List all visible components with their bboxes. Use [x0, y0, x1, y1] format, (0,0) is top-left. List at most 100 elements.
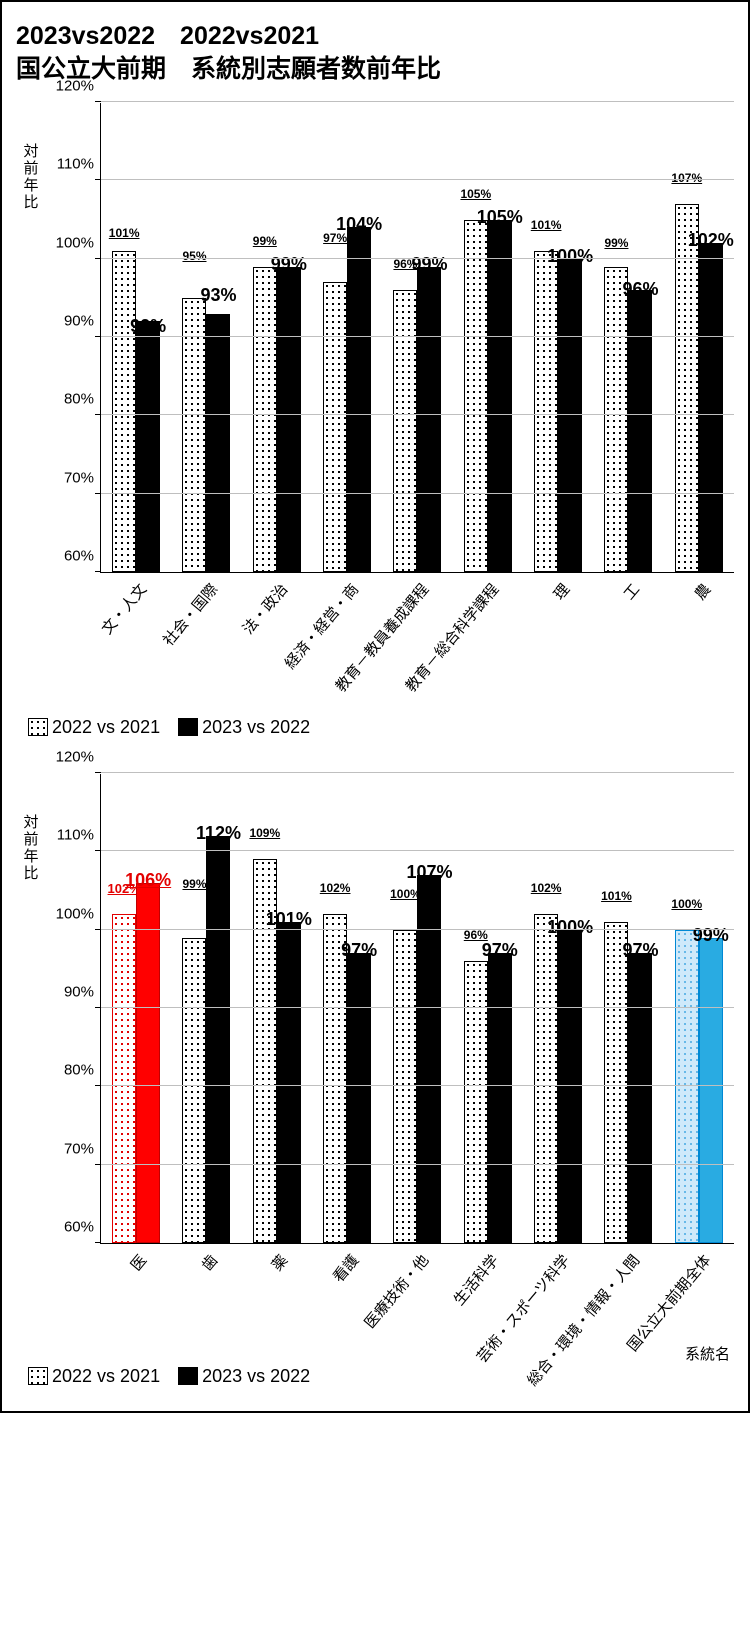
bar-2023v2022: 102% — [699, 243, 723, 572]
ytick-label: 90% — [64, 984, 94, 1001]
bar-value-label: 100% — [547, 917, 593, 938]
ytick-mark — [95, 414, 101, 415]
ytick-label: 120% — [56, 749, 94, 766]
legend-item-2022v2021: 2022 vs 2021 — [28, 1366, 160, 1387]
bar-value-label: 100% — [390, 887, 421, 901]
gridline — [101, 850, 734, 851]
xtick-label: 工 — [593, 573, 663, 713]
legend-label-b: 2023 vs 2022 — [202, 717, 310, 737]
bar-2023v2022: 106% — [136, 883, 160, 1243]
bar-group: 109%101% — [242, 774, 312, 1243]
bar-2023v2022: 99% — [277, 267, 301, 573]
bar-group: 107%102% — [664, 103, 734, 572]
bar-2023v2022: 93% — [206, 314, 230, 573]
ytick-mark — [95, 336, 101, 337]
bar-value-label: 97% — [622, 940, 658, 961]
bar-2022v2021: 97% — [323, 282, 347, 572]
ytick-mark — [95, 1242, 101, 1243]
xtick-label: 医療技術・他 — [382, 1244, 452, 1362]
bar-group: 95%93% — [171, 103, 241, 572]
bar-2023v2022: 92% — [136, 321, 160, 572]
chart-1-ylabel-col: 対前年比 — [16, 103, 44, 573]
page-title: 2023vs2022 2022vs2021 国公立大前期 系統別志願者数前年比 — [16, 20, 734, 85]
bar-value-label: 100% — [671, 897, 702, 911]
title-line-1: 2023vs2022 2022vs2021 — [16, 22, 319, 50]
bar-2023v2022: 105% — [488, 220, 512, 573]
bar-value-label: 100% — [547, 246, 593, 267]
gridline — [101, 1007, 734, 1008]
gridline — [101, 1164, 734, 1165]
chart-2-ylabel: 対前年比 — [20, 814, 41, 882]
ytick-label: 60% — [64, 1219, 94, 1236]
bar-value-label: 104% — [336, 214, 382, 235]
bar-value-label: 99% — [271, 254, 307, 275]
swatch-solid-icon — [178, 718, 198, 736]
ytick-label: 60% — [64, 548, 94, 565]
chart-1-yaxis: 60%70%80%90%100%110%120% — [44, 103, 100, 573]
bar-2023v2022: 99% — [417, 267, 441, 573]
bar-2022v2021: 102% — [112, 914, 136, 1243]
chart-2-ylabel-col: 対前年比 — [16, 774, 44, 1244]
xtick-label: 歯 — [170, 1244, 240, 1362]
xtick-label: 農 — [664, 573, 734, 713]
gridline — [101, 179, 734, 180]
bar-2023v2022: 112% — [206, 836, 230, 1243]
bar-group: 101% 100% — [523, 103, 593, 572]
bar-value-label: 96% — [622, 279, 658, 300]
bar-2023v2022: 96% — [628, 290, 652, 572]
bar-group: 101%92% — [101, 103, 171, 572]
bar-2023v2022: 97% — [347, 953, 371, 1243]
bar-group: 102%97% — [312, 774, 382, 1243]
bar-2023v2022: 107% — [417, 875, 441, 1243]
chart-1-plot-wrap: 対前年比 60%70%80%90%100%110%120% 101%92%95%… — [16, 103, 734, 573]
bar-2022v2021: 96% — [464, 961, 488, 1243]
gridline — [101, 258, 734, 259]
legend-item-2023v2022: 2023 vs 2022 — [178, 717, 310, 738]
gridline — [101, 1085, 734, 1086]
ytick-label: 120% — [56, 78, 94, 95]
legend-label-b: 2023 vs 2022 — [202, 1366, 310, 1386]
gridline — [101, 101, 734, 102]
bar-2022v2021: 102% — [323, 914, 347, 1243]
bar-value-label: 101% — [601, 889, 632, 903]
chart-2-plot-wrap: 対前年比 60%70%80%90%100%110%120% 102%106%99… — [16, 774, 734, 1244]
xtick-label: 教育－総合科学課程 — [452, 573, 522, 713]
ytick-label: 70% — [64, 469, 94, 486]
ytick-label: 70% — [64, 1140, 94, 1157]
bar-group: 105%105% — [453, 103, 523, 572]
gridline — [101, 336, 734, 337]
ytick-mark — [95, 772, 101, 773]
bar-2022v2021: 107% — [675, 204, 699, 572]
ytick-mark — [95, 101, 101, 102]
bar-2022v2021: 99% — [182, 938, 206, 1244]
bar-2023v2022: 97% — [628, 953, 652, 1243]
ytick-mark — [95, 571, 101, 572]
bar-value-label: 97% — [341, 940, 377, 961]
chart-2: 対前年比 60%70%80%90%100%110%120% 102%106%99… — [16, 774, 734, 1387]
bar-group: 96%97% — [453, 774, 523, 1243]
bar-group: 97%104% — [312, 103, 382, 572]
xtick-label: 理 — [523, 573, 593, 713]
bar-value-label: 92% — [130, 316, 166, 337]
legend-item-2022v2021: 2022 vs 2021 — [28, 717, 160, 738]
report-page: 2023vs2022 2022vs2021 国公立大前期 系統別志願者数前年比 … — [0, 0, 750, 1413]
bar-value-label: 99% — [693, 925, 729, 946]
bar-value-label: 107% — [406, 862, 452, 883]
bar-value-label: 99% — [411, 254, 447, 275]
bar-group: 100%107% — [382, 774, 452, 1243]
bar-value-label: 101% — [531, 218, 562, 232]
bar-value-label: 102% — [320, 881, 351, 895]
ytick-label: 100% — [56, 234, 94, 251]
bar-group: 100% 99% — [664, 774, 734, 1243]
bar-2023v2022: 104% — [347, 227, 371, 572]
ytick-label: 100% — [56, 905, 94, 922]
ytick-mark — [95, 850, 101, 851]
bar-2022v2021: 105% — [464, 220, 488, 573]
chart-2-yaxis: 60%70%80%90%100%110%120% — [44, 774, 100, 1244]
gridline — [101, 414, 734, 415]
swatch-solid-icon — [178, 1367, 198, 1385]
chart-2-legend: 2022 vs 2021 2023 vs 2022 — [28, 1366, 734, 1387]
spacer — [16, 748, 734, 774]
gridline — [101, 772, 734, 773]
chart-1-legend: 2022 vs 2021 2023 vs 2022 — [28, 717, 734, 738]
